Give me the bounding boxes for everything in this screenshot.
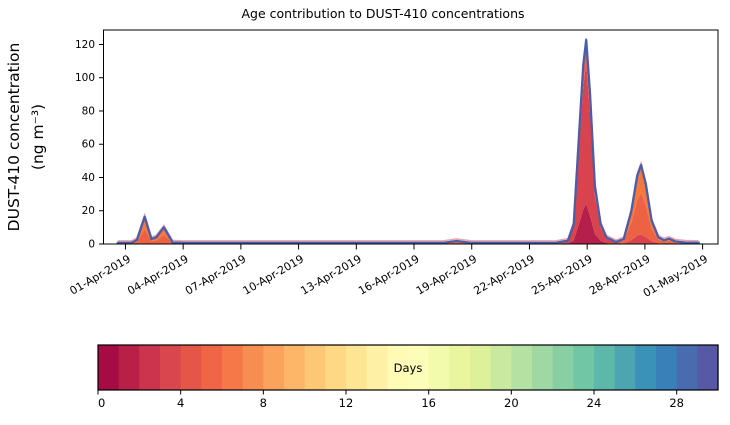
y-axis-label-line2: (ng m⁻³): [29, 104, 47, 170]
colorbar-segment: [180, 345, 202, 390]
x-tick-label: 01-May-2019: [641, 252, 710, 300]
colorbar-segment: [449, 345, 471, 390]
colorbar-segment: [222, 345, 244, 390]
colorbar-ticks: 0 4 8 12 16 20 24 28: [97, 390, 684, 410]
colorbar-segment: [490, 345, 512, 390]
total-concentration-line: [116, 38, 700, 244]
y-tick-label: 40: [82, 172, 95, 184]
chart-title: Age contribution to DUST-410 concentrati…: [241, 6, 524, 21]
stacked-area-layer-1: [117, 204, 699, 244]
y-tick-label: 20: [82, 205, 95, 217]
colorbar-segment: [263, 345, 285, 390]
y-tick-label: 0: [88, 239, 95, 251]
colorbar-tick-label: 8: [260, 396, 267, 410]
colorbar-segment: [118, 345, 140, 390]
x-axis: 01-Apr-201904-Apr-201907-Apr-201910-Apr-…: [68, 244, 710, 300]
colorbar-tick-label: 12: [339, 396, 354, 410]
colorbar-segment: [614, 345, 636, 390]
colorbar-segment: [160, 345, 182, 390]
colorbar-segment: [511, 345, 533, 390]
colorbar-segment: [532, 345, 554, 390]
colorbar-segment: [428, 345, 450, 390]
colorbar-tick-label: 20: [504, 396, 519, 410]
colorbar-segment: [697, 345, 719, 390]
y-axis-label-line1: DUST-410 concentration: [5, 43, 23, 232]
colorbar-title: Days: [394, 361, 423, 375]
colorbar-segment: [98, 345, 120, 390]
colorbar-tick-label: 24: [587, 396, 602, 410]
colorbar-segment: [366, 345, 388, 390]
colorbar-segment: [408, 345, 430, 390]
colorbar-segment: [325, 345, 347, 390]
stacked-area-layer-4: [117, 39, 699, 244]
colorbar-tick-label: 16: [421, 396, 436, 410]
y-tick-label: 60: [82, 139, 95, 151]
colorbar-segment: [656, 345, 678, 390]
colorbar-segment: [594, 345, 616, 390]
y-tick-label: 120: [75, 39, 95, 51]
colorbar-tick-label: 0: [98, 396, 105, 410]
stacked-area-layer-3: [117, 39, 699, 244]
colorbar-segment: [387, 345, 409, 390]
colorbar-segment: [573, 345, 595, 390]
y-axis: 0 20 40 60 80 100 120: [75, 39, 104, 251]
x-tick-label: 25-Apr-2019: [529, 252, 594, 297]
colorbar-segment: [304, 345, 326, 390]
colorbar-segment: [284, 345, 306, 390]
colorbar-segment: [242, 345, 264, 390]
plot-frame: [103, 29, 719, 245]
colorbar-segment: [552, 345, 574, 390]
colorbar-segment: [635, 345, 657, 390]
x-tick-label: 13-Apr-2019: [298, 252, 363, 297]
x-tick-label: 16-Apr-2019: [356, 252, 421, 297]
colorbar-segment: [139, 345, 161, 390]
colorbar-tick-label: 4: [177, 396, 184, 410]
colorbar-border: [97, 344, 719, 391]
x-tick-label: 01-Apr-2019: [68, 252, 133, 297]
stacked-area-layer-2: [117, 62, 699, 244]
colorbar: [98, 345, 719, 390]
y-tick-label: 80: [82, 105, 95, 117]
colorbar-segment: [346, 345, 368, 390]
colorbar-segment: [201, 345, 223, 390]
x-tick-label: 10-Apr-2019: [241, 252, 306, 297]
stacked-area-layers: [117, 39, 699, 244]
colorbar-segment: [470, 345, 492, 390]
x-tick-label: 04-Apr-2019: [125, 252, 190, 297]
x-tick-label: 22-Apr-2019: [472, 252, 537, 297]
top-edge-line: [117, 37, 699, 242]
x-tick-label: 19-Apr-2019: [414, 252, 479, 297]
colorbar-tick-label: 28: [669, 396, 684, 410]
colorbar-segment: [676, 345, 698, 390]
y-tick-label: 100: [75, 72, 95, 84]
x-tick-label: 07-Apr-2019: [183, 252, 248, 297]
